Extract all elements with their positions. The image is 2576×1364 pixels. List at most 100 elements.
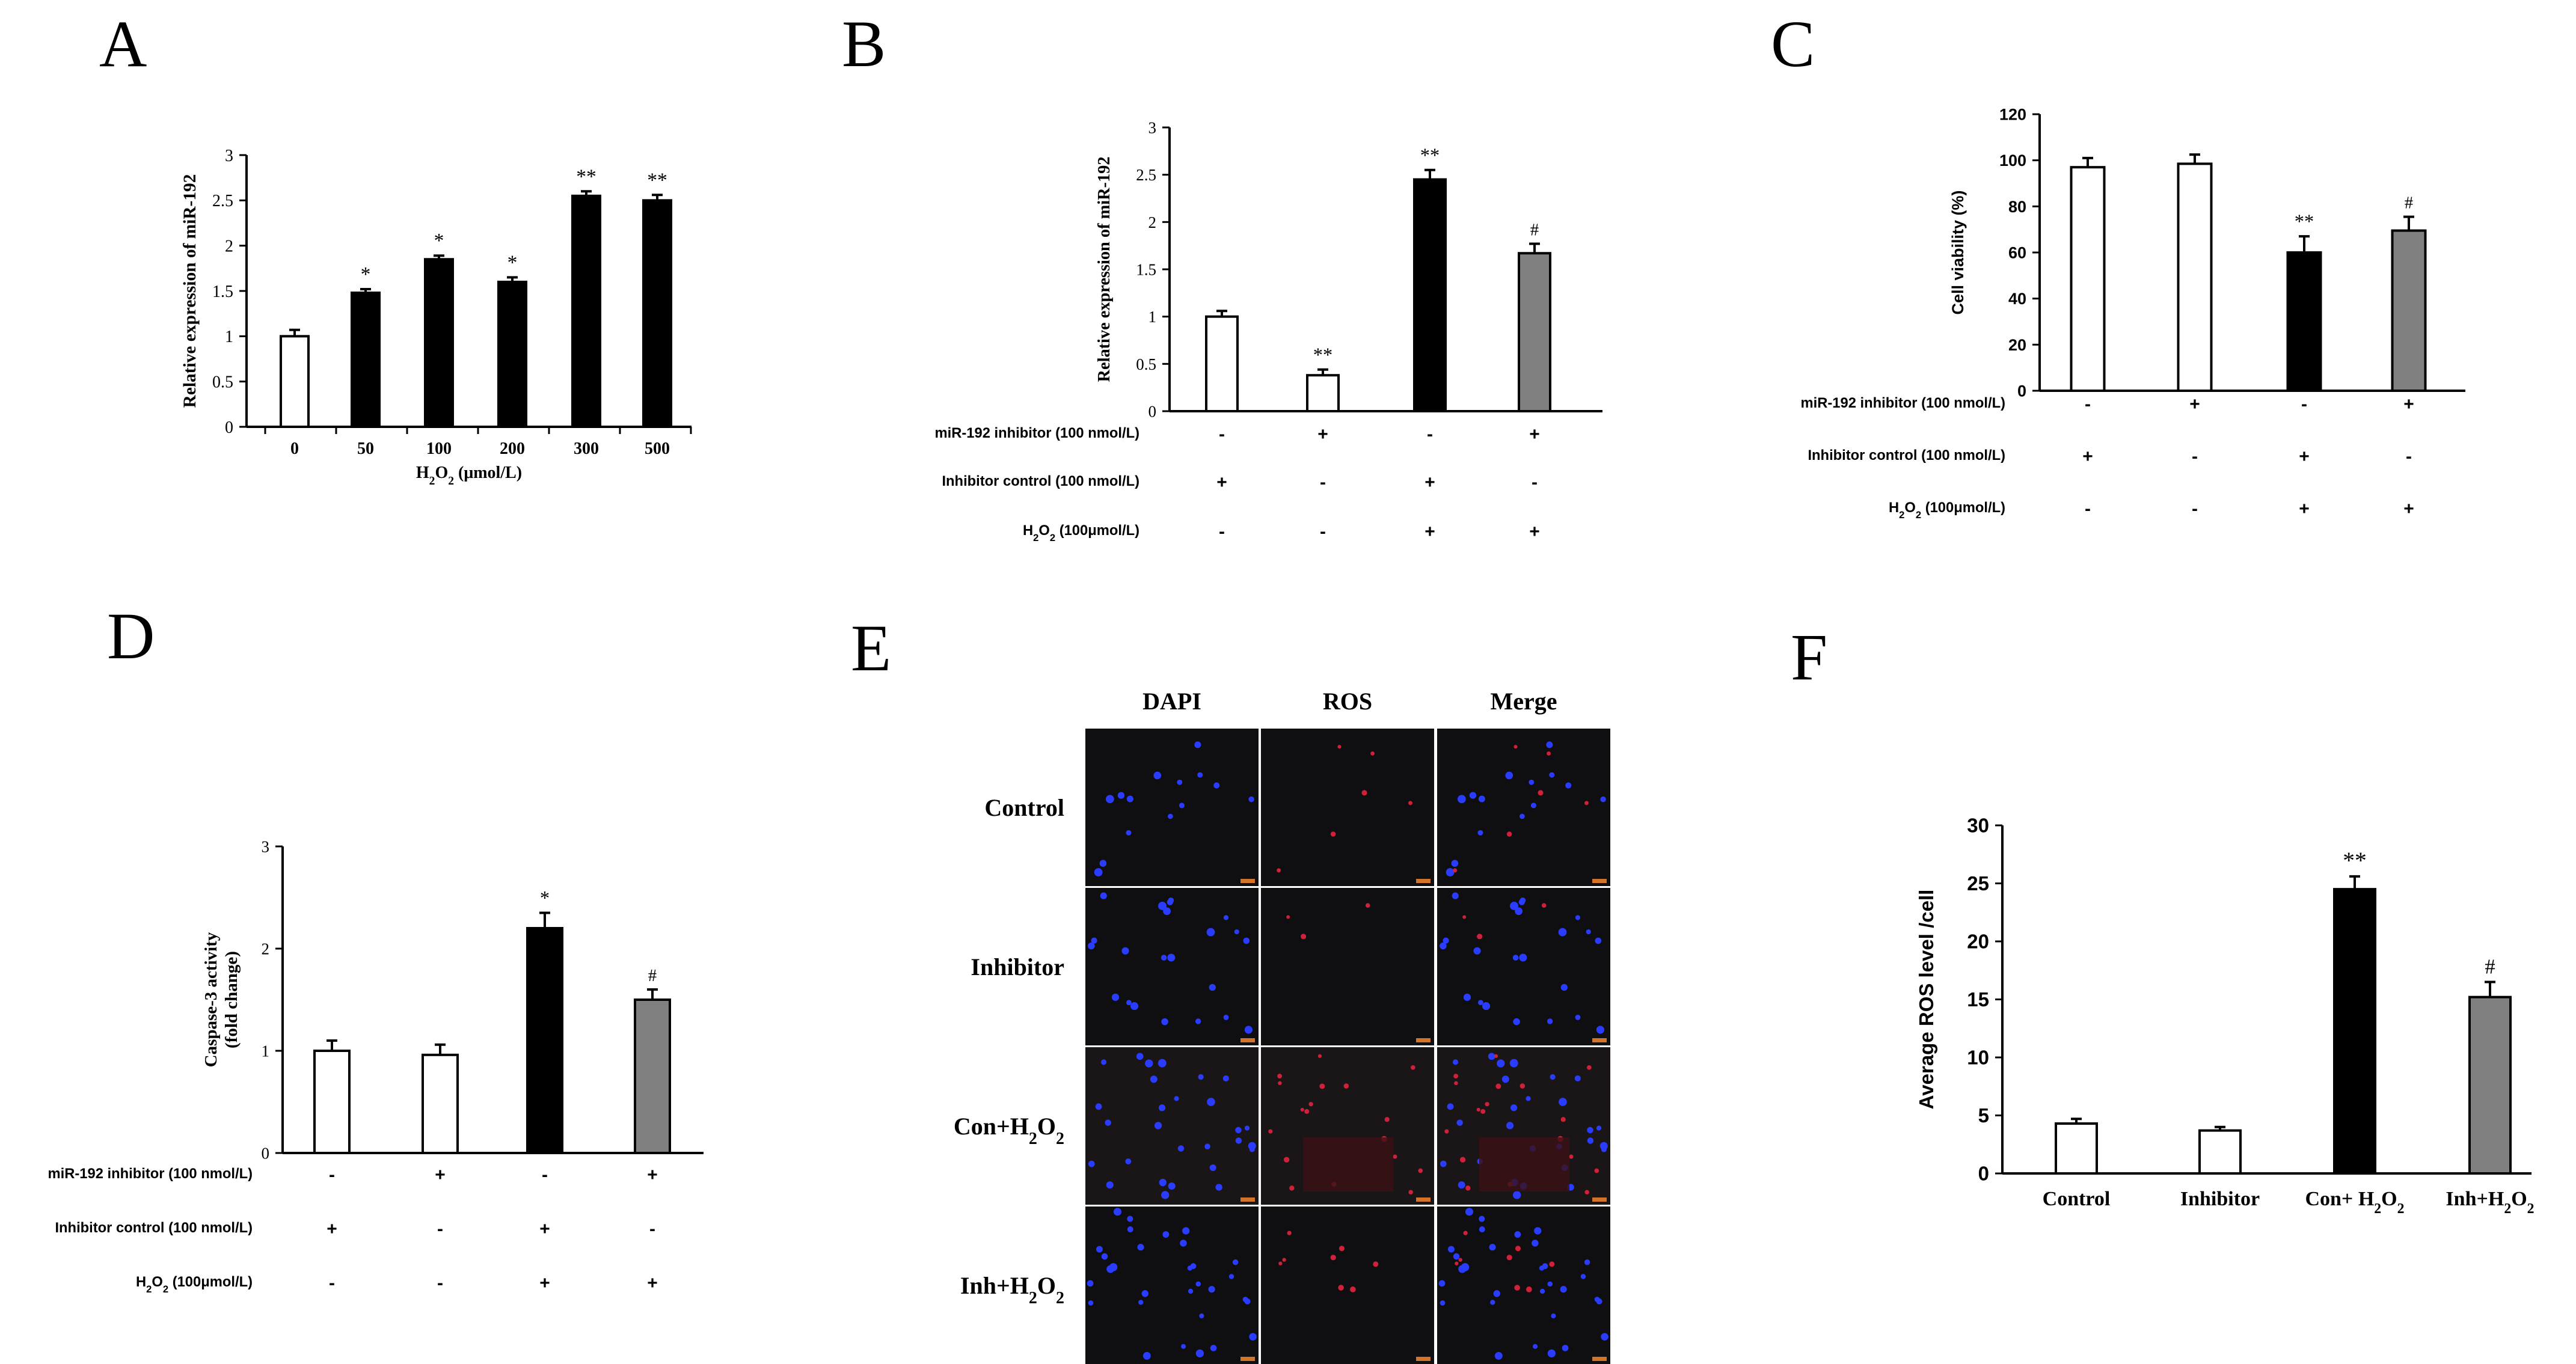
- x-tick-label: Con+ H2O2: [2305, 1188, 2404, 1217]
- y-tick-label: 3: [225, 147, 233, 165]
- bar: [1413, 178, 1447, 412]
- treatment-sign: +: [539, 1219, 550, 1239]
- treatment-label: miR-192 inhibitor (100 nmol/L): [48, 1166, 253, 1182]
- x-tick-label: 0: [290, 439, 299, 458]
- nucleus-dot: [1195, 1349, 1204, 1357]
- nucleus-dot: [1125, 1158, 1132, 1164]
- nucleus-dot: [1198, 1074, 1204, 1080]
- nucleus-dot: [1105, 795, 1114, 804]
- nucleus-dot: [1518, 899, 1525, 905]
- nucleus-dot: [1447, 1103, 1454, 1110]
- nucleus-dot: [1100, 892, 1107, 899]
- treatment-sign: +: [1424, 473, 1435, 492]
- scale-bar: [1416, 879, 1431, 883]
- significance-mark: *: [508, 251, 518, 274]
- ros-dot: [1319, 1083, 1325, 1089]
- bar: [1518, 252, 1551, 412]
- ros-dot: [1349, 1286, 1356, 1292]
- nucleus-dot: [1126, 830, 1132, 836]
- ros-haze: [1479, 1137, 1569, 1191]
- nucleus-dot: [1494, 1351, 1503, 1360]
- nucleus-dot: [1542, 1263, 1548, 1270]
- scale-bar: [1416, 1197, 1431, 1202]
- ros-dot: [1515, 1246, 1521, 1252]
- bar: [2333, 888, 2376, 1175]
- y-tick-label: 5: [1978, 1104, 1989, 1127]
- bar: [526, 927, 563, 1154]
- treatment-sign: +: [1529, 522, 1540, 542]
- nucleus-dot: [1547, 1281, 1553, 1287]
- nucleus-dot: [1099, 860, 1107, 867]
- treatment-label: miR-192 inhibitor (100 nmol/L): [935, 425, 1139, 441]
- y-tick-label: 80: [2008, 198, 2026, 216]
- nucleus-dot: [1207, 1098, 1215, 1106]
- treatment-sign: +: [1424, 522, 1435, 542]
- ros-dot: [1560, 1117, 1566, 1122]
- nucleus-dot: [1158, 902, 1167, 910]
- column-header: ROS: [1323, 688, 1372, 715]
- ros-dot: [1317, 1054, 1322, 1058]
- panel-letter-a: A: [99, 7, 147, 81]
- nucleus-dot: [1478, 795, 1485, 803]
- nucleus-dot: [1223, 915, 1229, 920]
- treatment-sign: -: [649, 1219, 655, 1239]
- ros-dot: [1418, 1168, 1423, 1173]
- nucleus-dot: [1601, 1333, 1608, 1341]
- ros-haze: [1303, 1137, 1393, 1191]
- nucleus-dot: [1477, 1000, 1483, 1006]
- nucleus-dot: [1489, 1244, 1496, 1251]
- nucleus-dot: [1195, 1018, 1201, 1024]
- ros-dot: [1477, 934, 1483, 940]
- scale-bar: [1592, 879, 1607, 883]
- nucleus-dot: [1223, 1014, 1229, 1020]
- nucleus-dot: [1453, 1253, 1460, 1260]
- treatment-sign: +: [1317, 424, 1328, 444]
- nucleus-dot: [1235, 1137, 1242, 1144]
- nucleus-dot: [1559, 1098, 1567, 1106]
- nucleus-dot: [1479, 1226, 1485, 1232]
- y-tick-label: 1: [225, 328, 233, 346]
- bar: [2391, 229, 2427, 392]
- nucleus-dot: [1509, 1059, 1518, 1068]
- ros-dot: [1308, 1102, 1313, 1107]
- nucleus-dot: [1519, 953, 1527, 962]
- y-axis-label: Relative expression of miR-192: [1095, 157, 1114, 382]
- nucleus-dot: [1456, 1119, 1463, 1126]
- nucleus-dot: [1575, 915, 1581, 920]
- ros-dot: [1289, 1185, 1295, 1191]
- nucleus-dot: [1159, 1178, 1167, 1187]
- nucleus-dot: [1208, 1286, 1215, 1293]
- ros-dot: [1268, 1129, 1273, 1134]
- nucleus-dot: [1153, 771, 1162, 780]
- nucleus-dot: [1088, 1160, 1095, 1167]
- nucleus-dot: [1596, 1026, 1604, 1034]
- ros-dot: [1338, 1285, 1344, 1291]
- y-tick-label: 0: [225, 418, 233, 437]
- ros-dot: [1373, 1261, 1379, 1267]
- treatment-label: H2O2 (100μmol/L): [136, 1274, 253, 1295]
- micrograph: [1437, 1206, 1610, 1364]
- y-tick-label: 2: [1148, 213, 1157, 231]
- nucleus-dot: [1161, 955, 1167, 961]
- treatment-sign: -: [1219, 424, 1225, 444]
- micrograph: [1085, 888, 1259, 1045]
- nucleus-dot: [1446, 868, 1455, 876]
- nucleus-dot: [1587, 1127, 1593, 1134]
- nucleus-dot: [1161, 1191, 1170, 1199]
- y-tick-label: 15: [1967, 988, 1989, 1011]
- bar: [280, 335, 310, 428]
- treatment-sign: -: [542, 1165, 548, 1185]
- ros-dot: [1365, 903, 1370, 908]
- significance-mark: **: [576, 165, 596, 188]
- ros-dot: [1330, 831, 1336, 837]
- bar: [2177, 162, 2213, 392]
- nucleus-dot: [1145, 1059, 1153, 1068]
- nucleus-dot: [1088, 942, 1095, 950]
- nucleus-dot: [1105, 1119, 1111, 1126]
- treatment-sign: -: [437, 1273, 443, 1293]
- ros-dot: [1513, 745, 1518, 749]
- y-tick-label: 0.5: [1136, 355, 1156, 373]
- ros-dot: [1411, 1065, 1415, 1070]
- panel-letter-d: D: [107, 599, 155, 673]
- y-tick-label: 0: [262, 1144, 270, 1162]
